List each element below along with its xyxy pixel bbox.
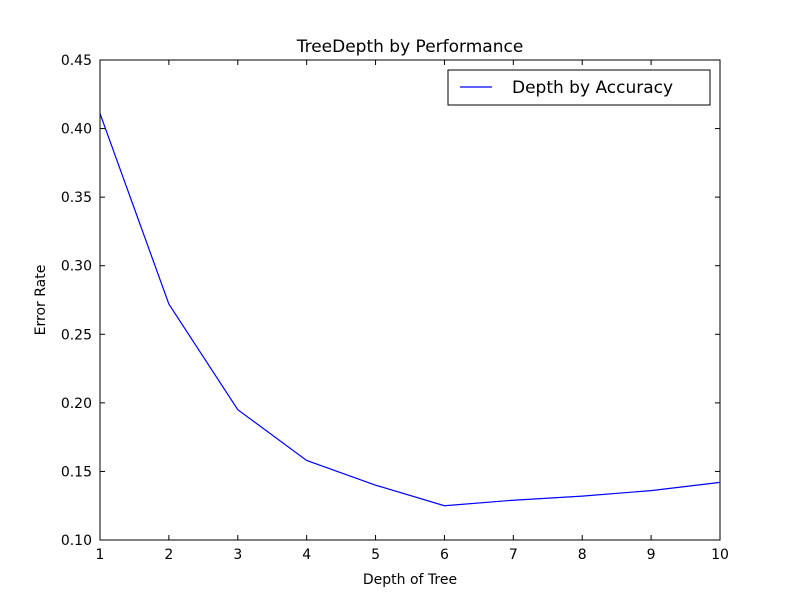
chart-title: TreeDepth by Performance	[296, 37, 524, 57]
x-tick-label: 9	[647, 547, 656, 563]
y-axis-label: Error Rate	[33, 265, 49, 336]
x-tick-label: 8	[578, 547, 587, 563]
x-tick-label: 1	[96, 547, 105, 563]
plot-frame	[99, 59, 721, 541]
legend: Depth by Accuracy	[447, 69, 711, 106]
y-axis: 0.10 0.15 0.20 0.25 0.30 0.35 0.40 0.45	[61, 53, 720, 549]
x-tick-label: 7	[509, 547, 518, 563]
x-axis-label: Depth of Tree	[363, 572, 457, 588]
x-tick-label: 4	[302, 547, 311, 563]
legend-label: Depth by Accuracy	[512, 78, 673, 98]
y-tick-label: 0.10	[61, 533, 92, 549]
y-tick-label: 0.30	[61, 259, 92, 275]
x-tick-label: 5	[371, 547, 380, 563]
x-tick-label: 6	[440, 547, 449, 563]
y-tick-label: 0.15	[61, 464, 92, 480]
x-tick-label: 2	[164, 547, 173, 563]
y-tick-label: 0.20	[61, 396, 92, 412]
x-tick-label: 3	[233, 547, 242, 563]
y-tick-label: 0.25	[61, 327, 92, 343]
series-line	[99, 113, 721, 507]
y-tick-label: 0.35	[61, 190, 92, 206]
y-tick-label: 0.45	[61, 53, 92, 69]
x-axis: 1 2 3 4 5 6 7 8 9 10	[96, 60, 729, 563]
x-tick-label: 10	[711, 547, 729, 563]
y-tick-label: 0.40	[61, 122, 92, 138]
